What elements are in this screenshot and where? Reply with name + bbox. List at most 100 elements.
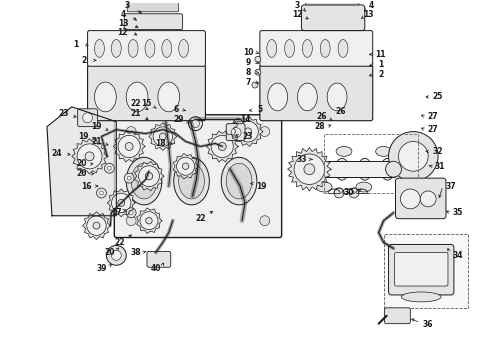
Text: 16: 16 (81, 181, 92, 190)
Ellipse shape (285, 40, 294, 57)
Ellipse shape (221, 157, 257, 205)
Ellipse shape (302, 40, 312, 57)
Text: 13: 13 (364, 10, 374, 19)
Ellipse shape (297, 83, 317, 111)
Text: 23: 23 (243, 132, 253, 141)
Ellipse shape (111, 40, 121, 57)
Text: 12: 12 (117, 28, 127, 37)
Text: 7: 7 (245, 78, 251, 87)
Circle shape (126, 208, 136, 218)
Circle shape (218, 143, 226, 150)
Circle shape (112, 193, 131, 212)
Polygon shape (206, 131, 238, 162)
Text: 4: 4 (121, 10, 126, 19)
Ellipse shape (356, 182, 372, 192)
Circle shape (386, 161, 401, 177)
Ellipse shape (131, 163, 157, 199)
Text: 3: 3 (124, 1, 130, 10)
Circle shape (211, 135, 233, 158)
Ellipse shape (316, 182, 332, 192)
Circle shape (111, 251, 121, 260)
Text: 36: 36 (423, 320, 434, 329)
FancyBboxPatch shape (88, 65, 205, 121)
FancyBboxPatch shape (385, 308, 410, 324)
Circle shape (334, 188, 344, 198)
FancyBboxPatch shape (389, 244, 454, 295)
Text: 11: 11 (375, 50, 386, 59)
Ellipse shape (336, 147, 352, 156)
Circle shape (106, 246, 126, 265)
Text: 3: 3 (295, 1, 300, 10)
FancyBboxPatch shape (395, 178, 446, 219)
Circle shape (118, 199, 125, 206)
Circle shape (182, 163, 189, 170)
FancyBboxPatch shape (305, 0, 359, 5)
Text: 2: 2 (378, 70, 383, 79)
Ellipse shape (268, 83, 288, 111)
FancyBboxPatch shape (226, 124, 245, 140)
Polygon shape (173, 153, 198, 179)
Ellipse shape (381, 158, 394, 180)
Text: 28: 28 (314, 122, 324, 131)
FancyBboxPatch shape (127, 2, 179, 12)
Circle shape (87, 216, 106, 235)
Text: 26: 26 (316, 112, 326, 121)
Polygon shape (83, 212, 110, 239)
FancyBboxPatch shape (124, 14, 183, 30)
Circle shape (349, 188, 359, 198)
Ellipse shape (128, 40, 138, 57)
Bar (384, 234, 468, 308)
Circle shape (231, 128, 241, 138)
Circle shape (129, 211, 133, 215)
Text: 19: 19 (78, 132, 89, 141)
Text: 40: 40 (150, 264, 161, 273)
FancyBboxPatch shape (147, 251, 171, 267)
Ellipse shape (401, 292, 441, 302)
Text: 39: 39 (96, 264, 107, 273)
Ellipse shape (312, 158, 326, 180)
Ellipse shape (226, 163, 252, 199)
Circle shape (83, 113, 93, 123)
Ellipse shape (95, 82, 116, 112)
Text: 9: 9 (245, 58, 250, 67)
Ellipse shape (158, 82, 180, 112)
Circle shape (153, 127, 172, 146)
Circle shape (124, 173, 134, 183)
Text: 20: 20 (76, 169, 87, 178)
Text: 5: 5 (257, 105, 263, 114)
Circle shape (192, 120, 199, 128)
Circle shape (159, 133, 166, 140)
Polygon shape (107, 189, 135, 217)
Circle shape (176, 157, 195, 175)
Text: 27: 27 (428, 125, 439, 134)
FancyBboxPatch shape (114, 115, 282, 238)
Polygon shape (149, 123, 177, 150)
Circle shape (139, 166, 159, 186)
Circle shape (400, 189, 420, 209)
Ellipse shape (338, 40, 348, 57)
Text: 38: 38 (131, 248, 142, 257)
Ellipse shape (327, 83, 347, 111)
Circle shape (140, 212, 158, 230)
Circle shape (260, 216, 270, 226)
FancyBboxPatch shape (88, 31, 205, 66)
Ellipse shape (376, 147, 392, 156)
Text: 13: 13 (118, 19, 128, 28)
Ellipse shape (174, 157, 209, 205)
Circle shape (85, 152, 94, 161)
Ellipse shape (320, 40, 330, 57)
Circle shape (238, 121, 258, 142)
Circle shape (389, 132, 438, 181)
Text: 25: 25 (433, 93, 443, 102)
Text: 32: 32 (433, 147, 443, 156)
Polygon shape (135, 161, 164, 191)
Text: 35: 35 (453, 208, 463, 217)
FancyBboxPatch shape (260, 31, 373, 66)
Text: 24: 24 (51, 149, 62, 158)
Text: 30: 30 (343, 189, 354, 198)
Bar (324, 134, 418, 193)
Circle shape (260, 127, 270, 136)
FancyBboxPatch shape (394, 252, 448, 286)
Circle shape (127, 176, 131, 180)
Text: 19: 19 (257, 181, 267, 190)
